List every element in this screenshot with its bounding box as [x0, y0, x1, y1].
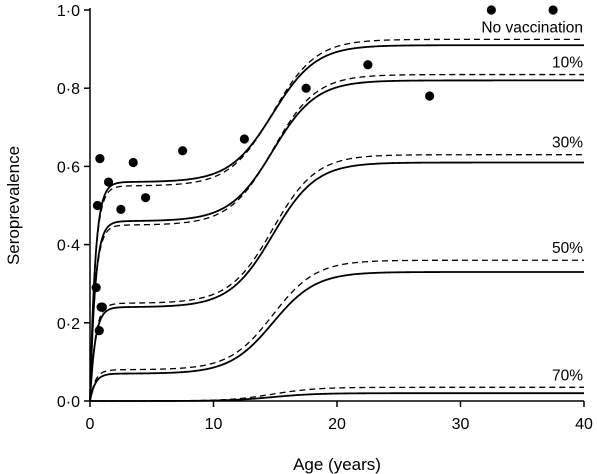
series-dashed-line — [90, 386, 584, 402]
x-axis-label: Age (years) — [293, 455, 381, 474]
data-point — [301, 83, 311, 93]
x-tick-label: 30 — [452, 416, 470, 433]
series-solid-line — [90, 392, 584, 402]
data-point — [103, 177, 114, 187]
series-dashed-line — [89, 38, 584, 402]
x-tick-label: 40 — [575, 416, 593, 433]
data-point — [486, 5, 496, 15]
series-solid-line — [89, 44, 584, 402]
series-solid-line — [89, 271, 584, 402]
data-point — [239, 134, 249, 144]
data-point — [94, 326, 104, 336]
y-tick-label: 0·0 — [57, 394, 80, 411]
y-tick-label: 0·6 — [57, 159, 80, 176]
series-dashed-line — [89, 73, 584, 402]
series-solid-line — [89, 79, 584, 402]
x-tick-label: 10 — [205, 416, 223, 433]
series-label: No vaccination — [481, 19, 583, 36]
series-curves — [89, 38, 584, 402]
data-point — [140, 193, 151, 203]
series-solid-line — [89, 161, 584, 402]
data-point — [548, 5, 558, 15]
y-tick-label: 0·8 — [57, 81, 80, 98]
x-tick-label: 0 — [86, 416, 95, 433]
data-point — [425, 91, 435, 101]
y-tick-label: 0·2 — [57, 316, 80, 333]
data-point — [92, 200, 103, 211]
series-label: 70% — [552, 367, 583, 384]
y-tick-label: 1·0 — [57, 3, 80, 20]
y-tick-label: 0·4 — [57, 238, 80, 255]
y-axis-label: Seroprevalence — [4, 146, 23, 265]
series-dashed-line — [89, 259, 584, 402]
series-label: 30% — [552, 135, 583, 152]
data-point — [363, 60, 373, 70]
data-point — [128, 157, 138, 168]
series-dashed-line — [89, 154, 584, 402]
data-point — [97, 302, 107, 312]
series-label: 50% — [552, 240, 583, 257]
data-point — [178, 146, 188, 156]
data-point — [91, 283, 101, 293]
x-tick-label: 20 — [328, 416, 346, 433]
axes: 0 10 20 30 40 0·0 0·2 0·4 0·6 0·8 1·0 — [57, 3, 593, 433]
data-point — [116, 204, 126, 215]
series-labels: No vaccination 10% 30% 50% 70% — [481, 19, 583, 384]
series-label: 10% — [552, 55, 583, 72]
observed-points — [91, 5, 558, 336]
data-point — [95, 153, 105, 164]
